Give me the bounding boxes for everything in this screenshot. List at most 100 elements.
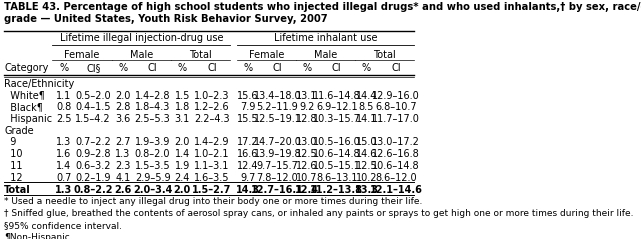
Text: 0.9–2.8: 0.9–2.8 — [76, 149, 111, 159]
Text: † Sniffed glue, breathed the contents of aerosol spray cans, or inhaled any pain: † Sniffed glue, breathed the contents of… — [4, 209, 634, 218]
Text: Lifetime inhalant use: Lifetime inhalant use — [274, 33, 378, 43]
Text: 5.2–11.9: 5.2–11.9 — [256, 102, 298, 112]
Text: 1.1–3.1: 1.1–3.1 — [194, 161, 229, 171]
Text: CI: CI — [148, 63, 158, 73]
Text: 9.7–15.7: 9.7–15.7 — [256, 161, 299, 171]
Text: CI: CI — [207, 63, 217, 73]
Text: 1.5: 1.5 — [174, 91, 190, 101]
Text: 12.9–16.0: 12.9–16.0 — [372, 91, 420, 101]
Text: ¶Non-Hispanic.: ¶Non-Hispanic. — [4, 233, 73, 239]
Text: %: % — [178, 63, 187, 73]
Text: TABLE 43. Percentage of high school students who injected illegal drugs* and who: TABLE 43. Percentage of high school stud… — [4, 2, 641, 24]
Text: 0.8–2.2: 0.8–2.2 — [74, 185, 113, 195]
Text: 3.1: 3.1 — [174, 114, 190, 124]
Text: CI: CI — [332, 63, 342, 73]
Text: 12.6–16.8: 12.6–16.8 — [372, 149, 420, 159]
Text: 13.1: 13.1 — [296, 91, 318, 101]
Text: 12.4: 12.4 — [237, 161, 258, 171]
Text: 12.8: 12.8 — [296, 114, 318, 124]
Text: CI§: CI§ — [86, 63, 101, 73]
Text: Female: Female — [64, 50, 100, 60]
Text: Lifetime illegal injection-drug use: Lifetime illegal injection-drug use — [60, 33, 223, 43]
Text: 12.4: 12.4 — [295, 185, 319, 195]
Text: %: % — [59, 63, 68, 73]
Text: 2.6: 2.6 — [114, 185, 131, 195]
Text: 13.3: 13.3 — [354, 185, 378, 195]
Text: * Used a needle to inject any illegal drug into their body one or more times dur: * Used a needle to inject any illegal dr… — [4, 197, 422, 206]
Text: 1.0–2.3: 1.0–2.3 — [194, 91, 229, 101]
Text: §95% confidence interval.: §95% confidence interval. — [4, 221, 122, 230]
Text: 10.6–14.8: 10.6–14.8 — [372, 161, 420, 171]
Text: 10.7: 10.7 — [296, 173, 318, 183]
Text: 8.6–12.0: 8.6–12.0 — [375, 173, 417, 183]
Text: Male: Male — [129, 50, 153, 60]
Text: 1.5–3.5: 1.5–3.5 — [135, 161, 171, 171]
Text: 0.5–2.0: 0.5–2.0 — [76, 91, 111, 101]
Text: 1.4–2.8: 1.4–2.8 — [135, 91, 171, 101]
Text: Female: Female — [249, 50, 284, 60]
Text: 2.8: 2.8 — [115, 102, 131, 112]
Text: 1.4: 1.4 — [174, 149, 190, 159]
Text: 6.8–10.7: 6.8–10.7 — [375, 102, 417, 112]
Text: 15.0: 15.0 — [356, 137, 377, 147]
Text: 13.4–18.0: 13.4–18.0 — [254, 91, 301, 101]
Text: 2.4: 2.4 — [174, 173, 190, 183]
Text: %: % — [119, 63, 128, 73]
Text: 0.8: 0.8 — [56, 102, 71, 112]
Text: 1.3: 1.3 — [55, 185, 72, 195]
Text: Category: Category — [4, 63, 49, 73]
Text: 2.0: 2.0 — [115, 91, 131, 101]
Text: 12.5: 12.5 — [356, 161, 378, 171]
Text: 14.4: 14.4 — [356, 91, 377, 101]
Text: 15.5: 15.5 — [237, 114, 258, 124]
Text: 13.9–19.8: 13.9–19.8 — [254, 149, 301, 159]
Text: 1.9–3.9: 1.9–3.9 — [135, 137, 171, 147]
Text: 12: 12 — [4, 173, 23, 183]
Text: 14.7–20.0: 14.7–20.0 — [254, 137, 301, 147]
Text: 9: 9 — [4, 137, 17, 147]
Text: 6.9–12.1: 6.9–12.1 — [316, 102, 358, 112]
Text: 1.8: 1.8 — [174, 102, 190, 112]
Text: 12.5–19.1: 12.5–19.1 — [254, 114, 301, 124]
Text: 7.8–12.0: 7.8–12.0 — [256, 173, 298, 183]
Text: 2.3: 2.3 — [115, 161, 131, 171]
Text: 14.6: 14.6 — [356, 149, 377, 159]
Text: 11.7–17.0: 11.7–17.0 — [372, 114, 420, 124]
Text: 13.0–17.2: 13.0–17.2 — [372, 137, 420, 147]
Text: 2.0–3.4: 2.0–3.4 — [133, 185, 172, 195]
Text: 10.6–14.8: 10.6–14.8 — [313, 149, 361, 159]
Text: 1.6–3.5: 1.6–3.5 — [194, 173, 229, 183]
Text: 0.4–1.5: 0.4–1.5 — [76, 102, 111, 112]
Text: Race/Ethnicity: Race/Ethnicity — [4, 79, 74, 89]
Text: 1.5–2.7: 1.5–2.7 — [192, 185, 231, 195]
Text: 4.1: 4.1 — [115, 173, 131, 183]
Text: 10.5–16.0: 10.5–16.0 — [313, 137, 361, 147]
Text: 10.2: 10.2 — [356, 173, 377, 183]
Text: White¶: White¶ — [4, 91, 45, 101]
Text: 2.5–5.3: 2.5–5.3 — [135, 114, 171, 124]
Text: %: % — [244, 63, 253, 73]
Text: 12.7–16.1: 12.7–16.1 — [251, 185, 304, 195]
Text: 2.0: 2.0 — [174, 137, 190, 147]
Text: 12.5: 12.5 — [296, 149, 318, 159]
Text: 8.6–13.1: 8.6–13.1 — [316, 173, 358, 183]
Text: 14.1: 14.1 — [356, 114, 377, 124]
Text: 2.2–4.3: 2.2–4.3 — [194, 114, 229, 124]
Text: 1.3: 1.3 — [56, 137, 71, 147]
Text: 1.0–2.1: 1.0–2.1 — [194, 149, 229, 159]
Text: 10.3–15.7: 10.3–15.7 — [313, 114, 361, 124]
Text: 1.9: 1.9 — [174, 161, 190, 171]
Text: 10: 10 — [4, 149, 22, 159]
Text: 9.7: 9.7 — [240, 173, 256, 183]
Text: Black¶: Black¶ — [4, 102, 43, 112]
Text: Total: Total — [374, 50, 396, 60]
Text: 1.8–4.3: 1.8–4.3 — [135, 102, 171, 112]
Text: 2.9–5.9: 2.9–5.9 — [135, 173, 171, 183]
Text: 10.5–15.1: 10.5–15.1 — [313, 161, 361, 171]
Text: 13.0: 13.0 — [296, 137, 318, 147]
Text: 2.0: 2.0 — [174, 185, 191, 195]
Text: 1.5–4.2: 1.5–4.2 — [76, 114, 111, 124]
Text: 1.6: 1.6 — [56, 149, 71, 159]
Text: 11.2–13.8: 11.2–13.8 — [310, 185, 363, 195]
Text: 1.4: 1.4 — [56, 161, 71, 171]
